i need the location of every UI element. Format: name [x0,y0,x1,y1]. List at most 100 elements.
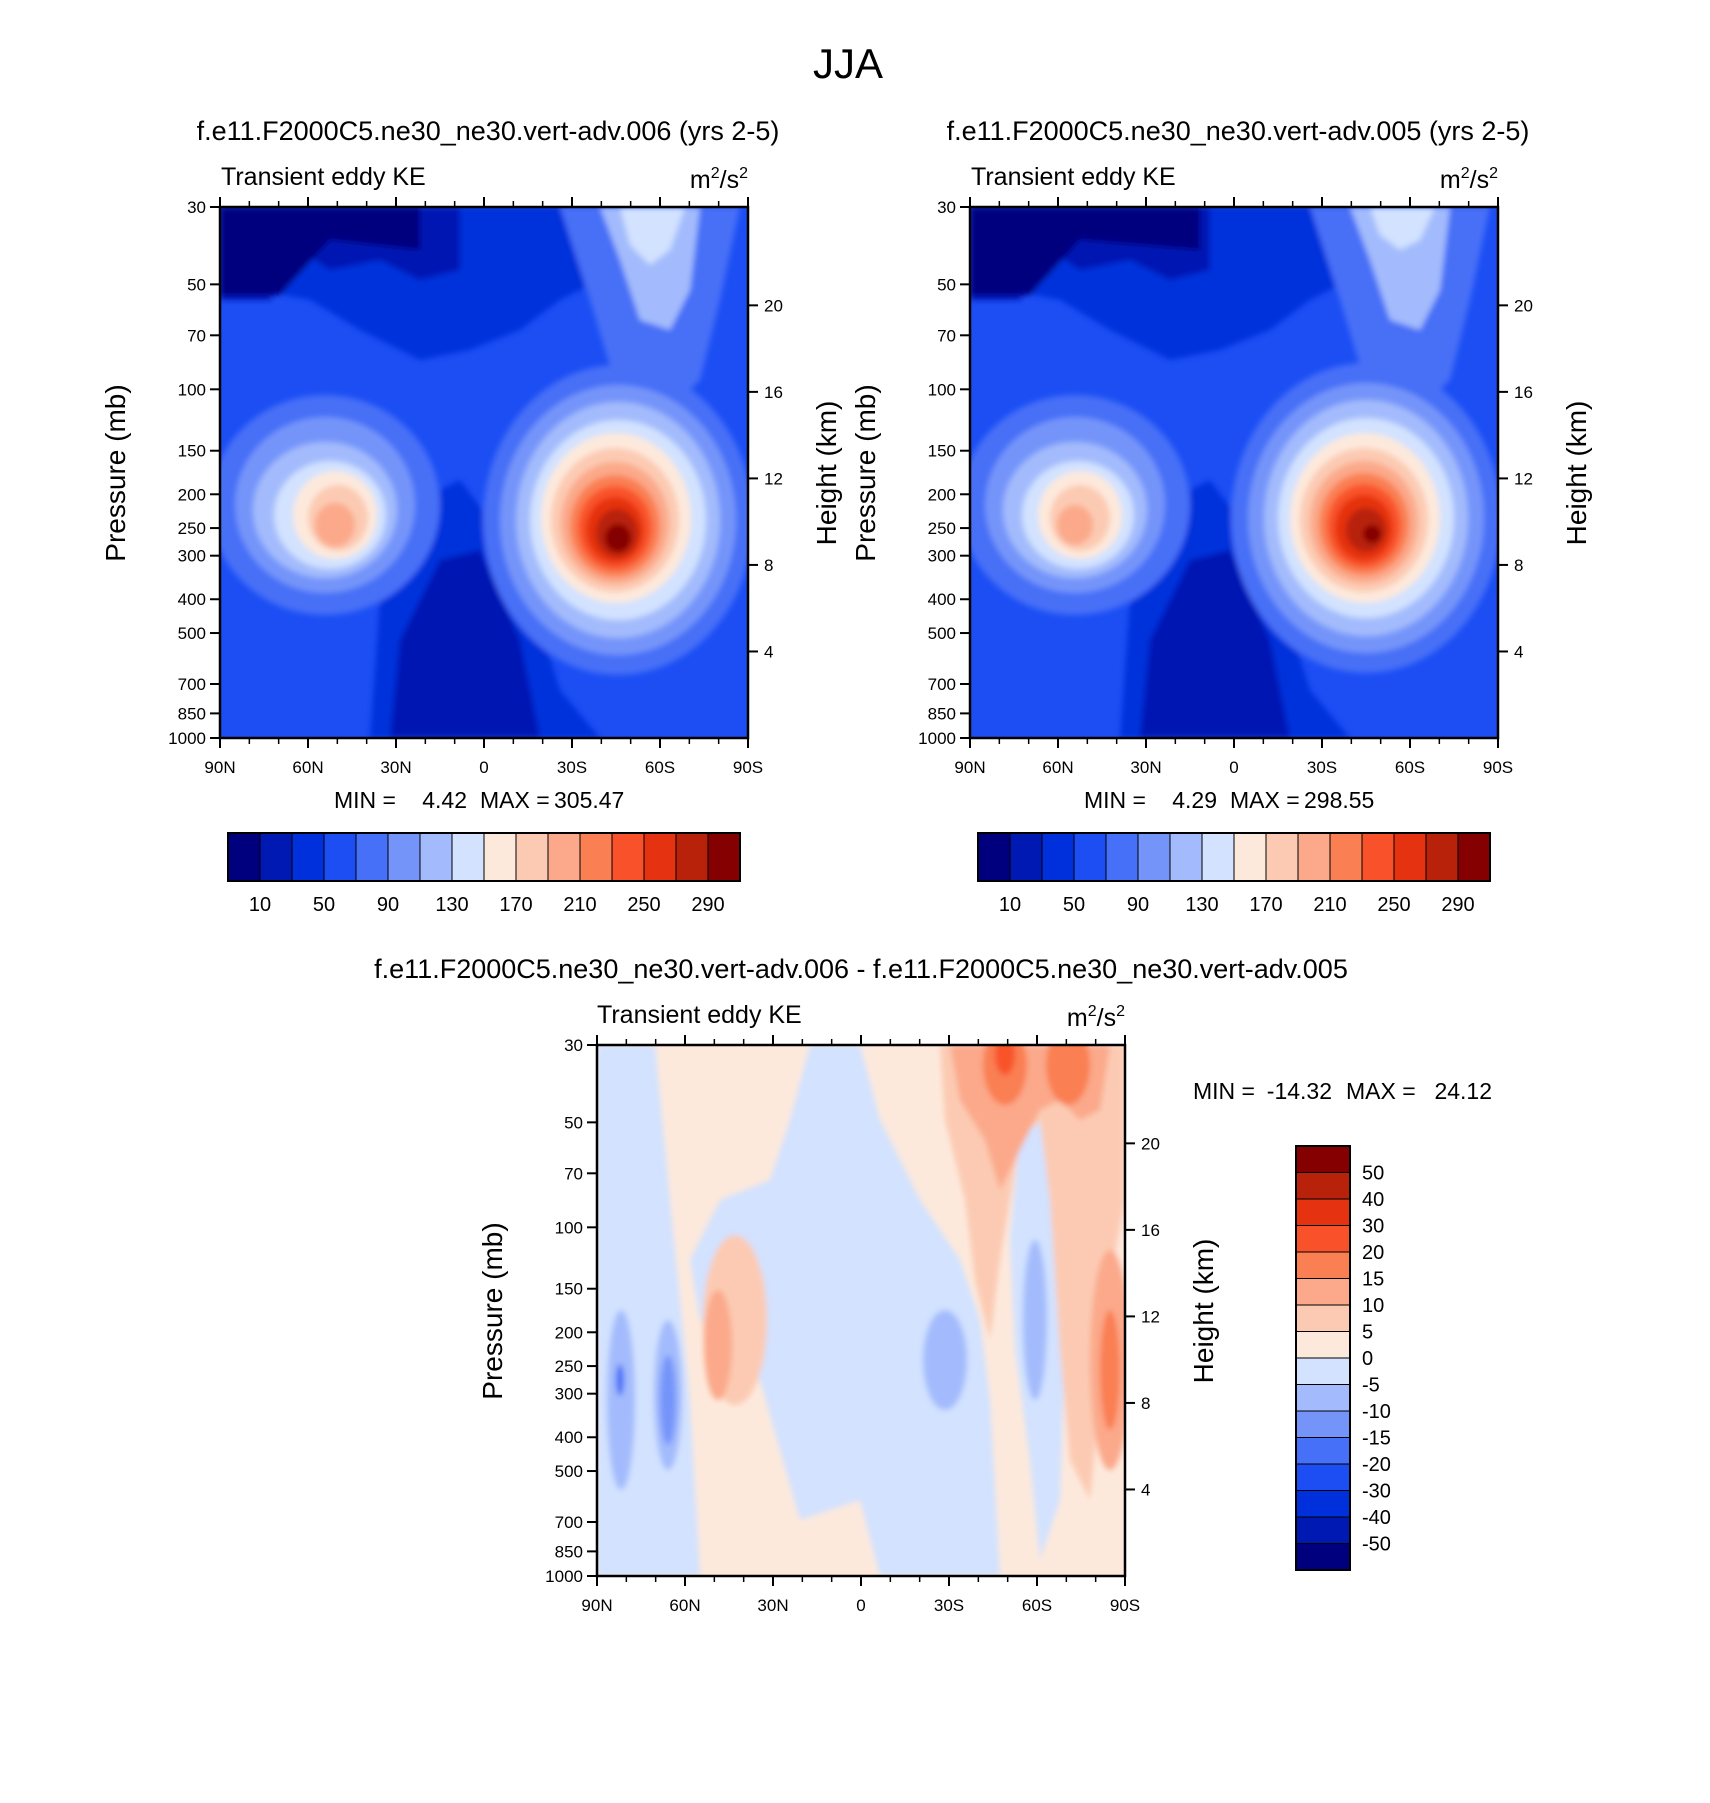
colorbar-swatch [451,832,485,882]
contour-darkest-top2 [970,207,1200,295]
colorbar-label: 40 [1362,1189,1384,1211]
contour-trop-darker [390,550,540,738]
colorbar: 10 50 90 130 170 210 250 290 [227,832,741,916]
contour-sh-jet-12 [605,524,631,552]
y-tick-label: 70 [187,326,206,345]
x-tick-label: 60S [1395,758,1425,777]
y-axis-label: Pressure (mb) [850,384,881,561]
y-right-tick-label: 16 [1141,1221,1160,1240]
y-right-tick-label: 12 [764,469,783,488]
y-tick-label: 700 [178,675,206,694]
units-label: m2/s2 [690,165,748,194]
y-right-tick-label: 8 [1141,1394,1150,1413]
colorbar-swatch [1361,832,1395,882]
x-tick-label: 30N [757,1596,788,1615]
colorbar-label: 210 [1313,894,1346,916]
contour-pos-5 [1100,1310,1120,1430]
colorbar-swatch [1295,1225,1351,1253]
y-axis-label: Pressure (mb) [477,1222,508,1399]
panel-title: f.e11.F2000C5.ne30_ne30.vert-adv.006 - f… [374,954,1348,984]
colorbar-swatch [1425,832,1459,882]
panel-difference: f.e11.F2000C5.ne30_ne30.vert-adv.006 - f… [374,954,1492,1615]
y-right-tick-label: 20 [1514,296,1533,315]
stats: MIN = 4.42 MAX = 305.47 [334,787,624,813]
y-right-tick-label: 20 [764,296,783,315]
colorbar-swatch [1169,832,1203,882]
contour-neg-1 [607,1310,635,1490]
y-tick-label: 850 [178,704,206,723]
y-tick-label: 150 [178,442,206,461]
colorbar-swatch [483,832,517,882]
contour-neg-4 [923,1310,967,1410]
y-tick-label: 250 [178,519,206,538]
colorbar-swatch [1295,1437,1351,1465]
y-right-tick-label: 12 [1141,1307,1160,1326]
y-right-tick-label: 4 [1514,642,1523,661]
colorbar-swatch [1295,1251,1351,1279]
colorbar-label: -20 [1362,1454,1391,1476]
colorbar-swatch [1295,1463,1351,1491]
y-tick-label: 700 [555,1513,583,1532]
colorbar-label: 50 [1362,1163,1384,1185]
colorbar-swatch [1073,832,1107,882]
x-tick-label: 60S [1022,1596,1052,1615]
x-tick-label: 90N [581,1596,612,1615]
x-tick-label: 30S [1307,758,1337,777]
x-tick-label: 90N [954,758,985,777]
x-tick-label: 90S [733,758,763,777]
colorbar-label: -10 [1362,1401,1391,1423]
colorbar-label: -5 [1362,1375,1380,1397]
y-tick-label: 100 [555,1218,583,1237]
y-tick-label: 250 [555,1357,583,1376]
variable-label: Transient eddy KE [221,163,426,191]
contour-pos-7 [704,1290,732,1400]
colorbar-swatch [1297,832,1331,882]
contour-strat-lightest [1370,207,1435,250]
colorbar-swatch [1295,1543,1351,1571]
min-label: MIN = [1193,1078,1255,1104]
colorbar-swatch [1295,1145,1351,1173]
y-tick-label: 200 [555,1323,583,1342]
colorbar-label: 250 [1377,894,1410,916]
min-label: MIN = [1084,787,1146,813]
max-value: 305.47 [554,787,624,813]
axes: 3050701001502002503004005007008501000481… [168,197,783,777]
colorbar-label: 90 [1127,894,1149,916]
colorbar-label: -50 [1362,1534,1391,1556]
contour-neg-6 [616,1364,624,1396]
y-axis-right-label: Height (km) [1561,401,1592,546]
y-tick-label: 400 [178,590,206,609]
x-tick-label: 30N [380,758,411,777]
colorbar-label: -15 [1362,1428,1391,1450]
y-axis-label: Pressure (mb) [100,384,131,561]
panel-title: f.e11.F2000C5.ne30_ne30.vert-adv.005 (yr… [947,116,1530,146]
colorbar-swatch [1295,1278,1351,1306]
y-tick-label: 700 [928,675,956,694]
contour-neg-3 [660,1355,676,1445]
colorbar-label: 170 [499,894,532,916]
y-tick-label: 100 [928,380,956,399]
panel-top-right: f.e11.F2000C5.ne30_ne30.vert-adv.005 (yr… [850,116,1592,916]
y-right-tick-label: 4 [764,642,773,661]
colorbar-swatch [1105,832,1139,882]
contour-strat-lighter [600,207,700,330]
contour-pos-2 [1046,1045,1090,1105]
stats: MIN = -14.32 MAX = 24.12 [1193,1078,1492,1104]
y-tick-label: 50 [187,275,206,294]
x-tick-label: 0 [1229,758,1238,777]
y-right-tick-label: 8 [764,556,773,575]
colorbar-swatch [355,832,389,882]
y-tick-label: 300 [555,1385,583,1404]
panel-top-left: f.e11.F2000C5.ne30_ne30.vert-adv.006 (yr… [100,116,842,916]
colorbar-swatch [1295,1410,1351,1438]
colorbar-label: 5 [1362,1322,1373,1344]
contour-field [970,207,1498,738]
variable-label: Transient eddy KE [597,1001,802,1029]
contour-strat-lighter [1350,207,1450,330]
colorbar: 10 50 90 130 170 210 250 290 [977,832,1491,916]
colorbar-swatch [611,832,645,882]
colorbar-swatch [579,832,613,882]
contour-strat-lightest [620,207,685,265]
y-tick-label: 200 [178,485,206,504]
